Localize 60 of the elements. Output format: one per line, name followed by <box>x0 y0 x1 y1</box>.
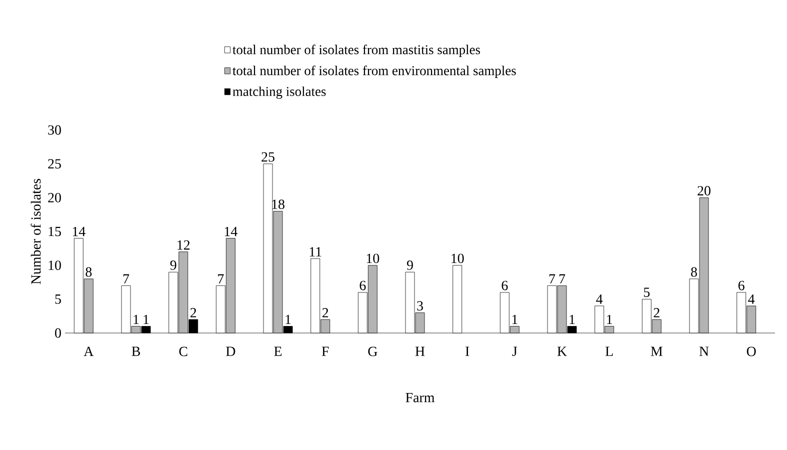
data-label: 7 <box>123 274 130 284</box>
x-tick-label: B <box>132 346 140 356</box>
y-tick-label: 10 <box>48 260 61 270</box>
x-tick-label: M <box>650 346 662 356</box>
data-label: 1 <box>144 314 149 324</box>
data-label: 12 <box>178 240 190 250</box>
data-label: 1 <box>134 314 139 324</box>
data-label: 4 <box>748 294 755 304</box>
data-label: 1 <box>286 314 291 324</box>
data-label: 11 <box>310 247 322 256</box>
x-tick-label: O <box>746 346 756 356</box>
data-label: 7 <box>218 274 224 284</box>
x-tick-label: A <box>84 346 94 356</box>
data-label: 9 <box>170 260 176 270</box>
y-tick-label: 0 <box>55 328 61 338</box>
y-axis-title: Number of isolates <box>30 178 41 284</box>
data-label: 5 <box>644 288 650 297</box>
data-label: 14 <box>72 226 86 236</box>
legend-label: total number of isolates from environmental samples <box>232 66 516 78</box>
data-label: 1 <box>607 314 612 324</box>
data-label: 8 <box>86 267 92 277</box>
data-label: 2 <box>654 308 660 318</box>
data-label: 4 <box>596 294 603 304</box>
legend-label: matching isolates <box>232 86 326 99</box>
data-label: 6 <box>360 280 366 290</box>
x-tick-label: G <box>368 346 378 356</box>
data-label: 6 <box>502 280 508 290</box>
data-label: 3 <box>417 301 423 311</box>
data-label: 8 <box>691 267 697 277</box>
data-label: 14 <box>224 226 238 236</box>
legend-label: total number of isolates from mastitis samples <box>232 44 480 57</box>
x-tick-label: L <box>605 346 613 356</box>
x-axis-title: Farm <box>406 392 435 402</box>
data-label: 10 <box>366 254 380 264</box>
x-tick-label: F <box>322 346 329 356</box>
x-tick-label: D <box>226 346 236 356</box>
y-tick-label: 15 <box>48 226 61 236</box>
data-label: 2 <box>190 308 196 318</box>
data-label: 2 <box>322 308 328 318</box>
data-label: 1 <box>570 314 575 324</box>
y-tick-label: 30 <box>48 125 61 135</box>
data-label: 10 <box>452 254 464 264</box>
x-tick-label: I <box>466 346 470 356</box>
data-label: 9 <box>406 260 413 270</box>
x-tick-label: E <box>274 346 282 356</box>
data-label: 1 <box>512 314 518 324</box>
data-label: 7 <box>559 274 566 284</box>
x-tick-label: N <box>699 346 709 356</box>
x-tick-label: K <box>557 346 567 356</box>
y-tick-label: 20 <box>48 192 61 202</box>
x-tick-label: H <box>415 346 425 356</box>
data-label: 25 <box>262 152 274 162</box>
data-label: 7 <box>549 274 556 284</box>
data-label: 18 <box>272 200 284 210</box>
data-label: 6 <box>738 280 744 290</box>
x-tick-label: J <box>512 346 518 356</box>
data-label: 20 <box>698 186 710 196</box>
x-tick-label: C <box>179 346 188 356</box>
y-tick-label: 25 <box>48 159 61 169</box>
y-tick-label: 5 <box>55 294 61 304</box>
